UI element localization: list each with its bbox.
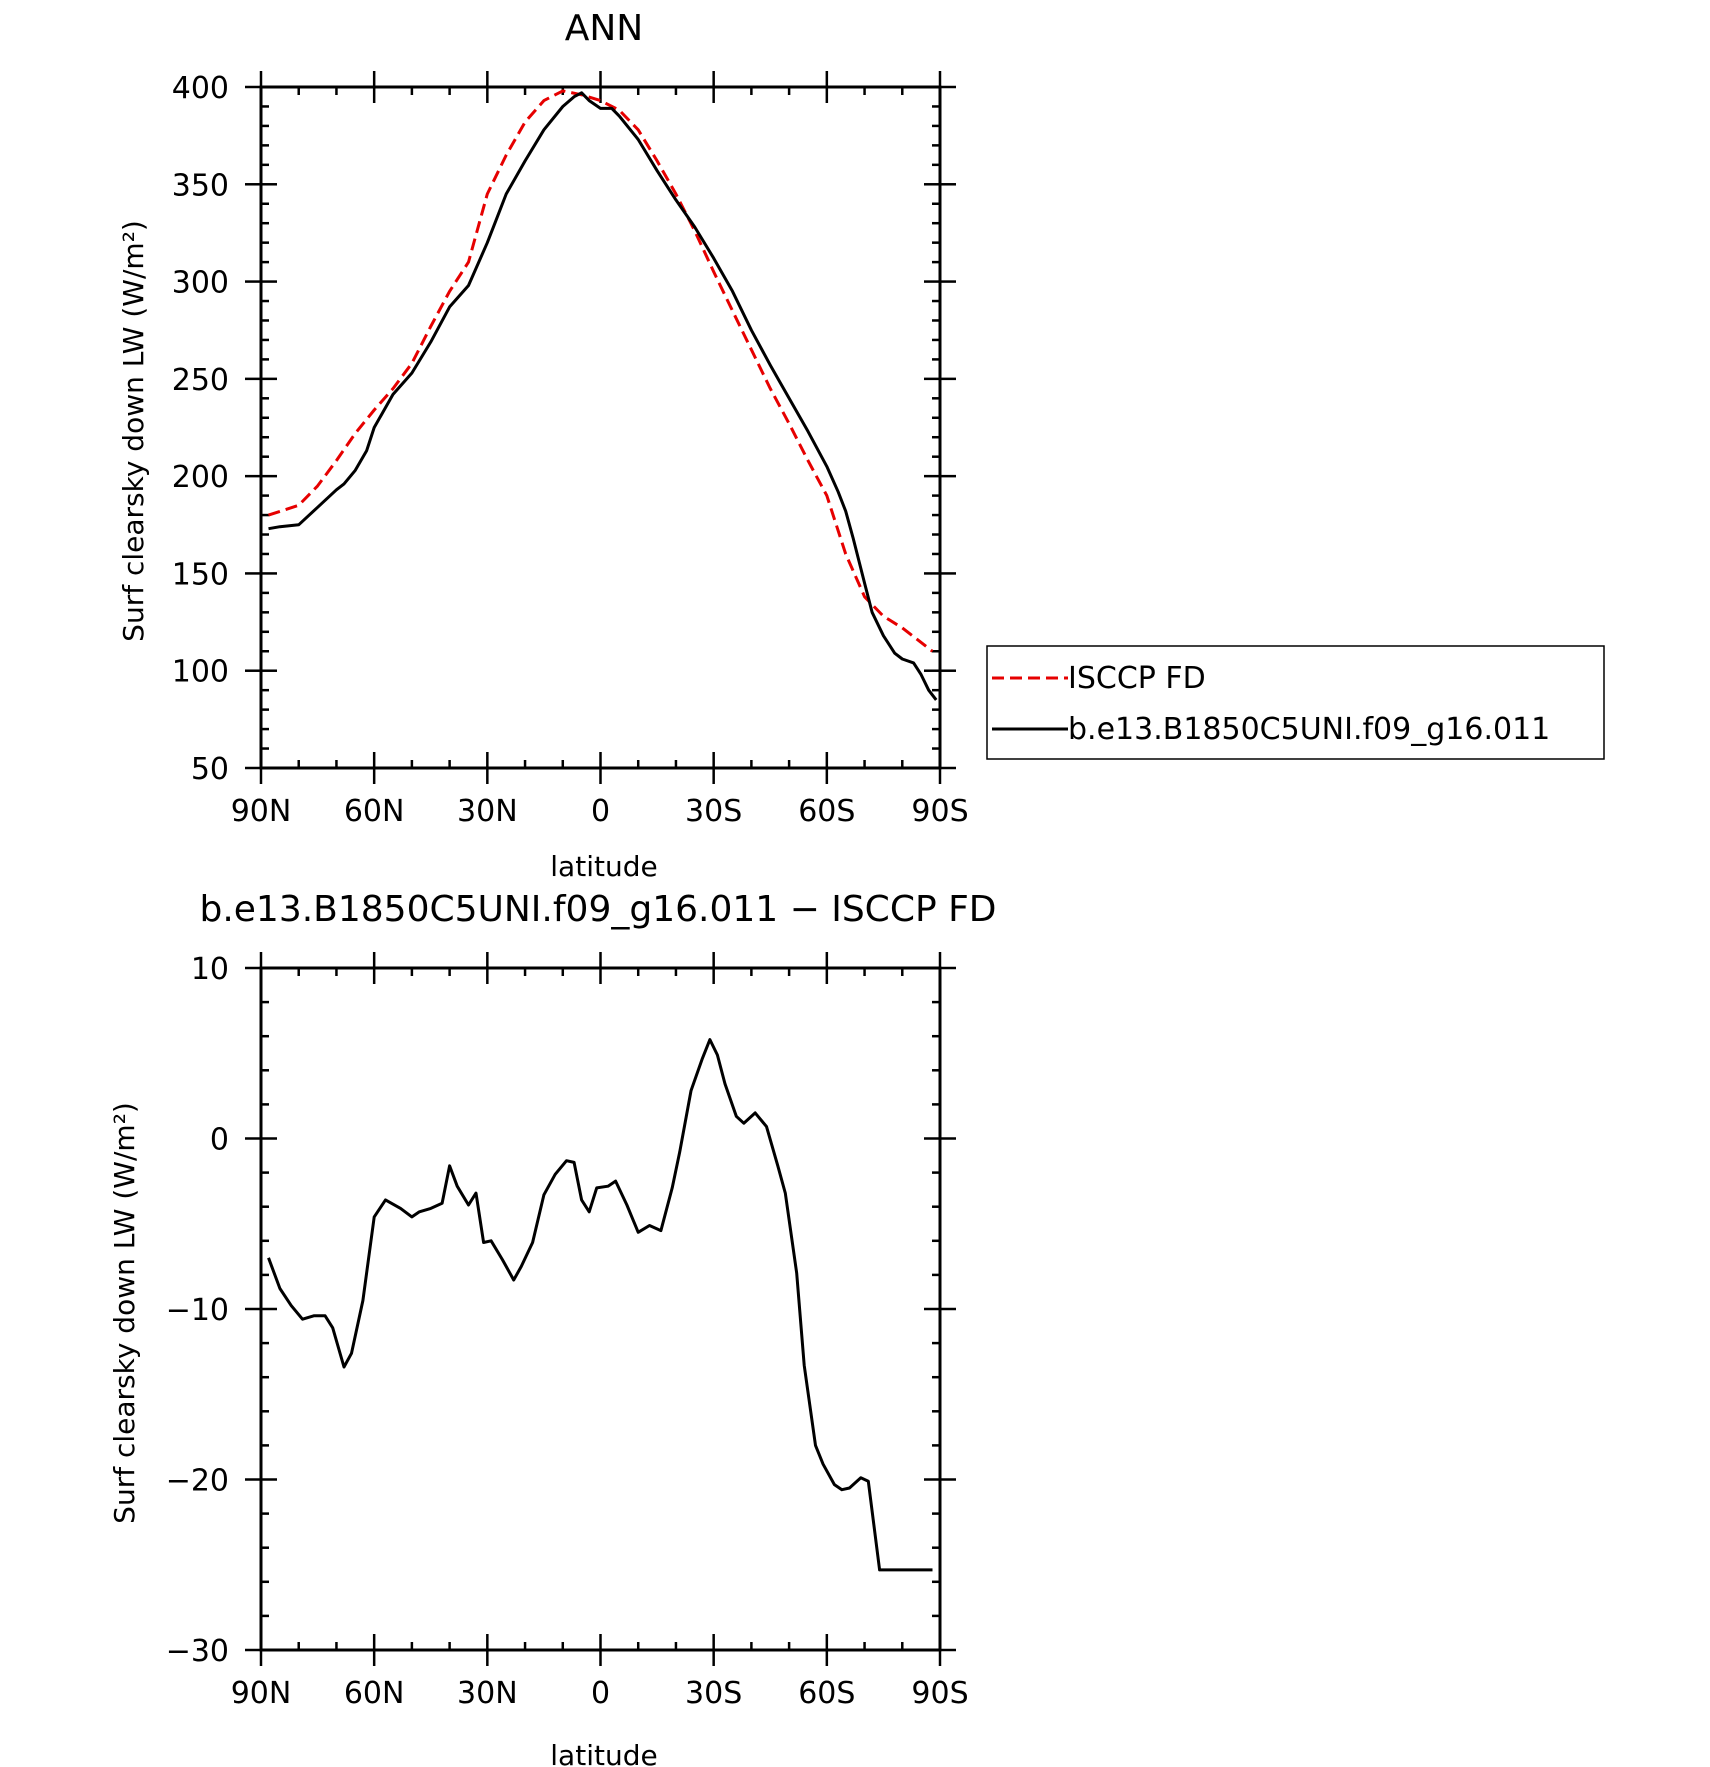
top-series-line-0 <box>268 89 934 653</box>
legend-label-isccp: ISCCP FD <box>1068 661 1206 696</box>
top-y-tick-label: 150 <box>172 557 229 592</box>
top-x-tick-label: 30N <box>457 794 518 829</box>
legend-box <box>986 645 1605 760</box>
top-series-line-1 <box>268 91 938 701</box>
bottom-x-tick-label: 60S <box>798 1676 855 1711</box>
top-x-axis-label: latitude <box>550 850 657 883</box>
bottom-y-tick-label: −30 <box>166 1634 229 1669</box>
top-x-tick-label: 60S <box>798 794 855 829</box>
top-y-axis-label: Surf clearsky down LW (W/m²) <box>117 220 150 642</box>
bottom-y-axis-label: Surf clearsky down LW (W/m²) <box>108 1102 141 1524</box>
bottom-series-line-0 <box>267 1038 933 1572</box>
bottom-x-tick-label: 90N <box>231 1676 292 1711</box>
top-x-tick-label: 90N <box>231 794 292 829</box>
bottom-x-axis-label: latitude <box>550 1739 657 1767</box>
bottom-y-tick-label: 0 <box>210 1123 229 1158</box>
top-x-tick-label: 90S <box>911 794 968 829</box>
top-x-tick-label: 0 <box>591 794 610 829</box>
bottom-x-tick-label: 30N <box>457 1676 518 1711</box>
top-x-tick-label: 60N <box>344 794 405 829</box>
bottom-x-tick-label: 60N <box>344 1676 405 1711</box>
bottom-x-tick-label: 90S <box>911 1676 968 1711</box>
bottom-y-tick-label: 10 <box>191 952 229 987</box>
top-y-tick-label: 400 <box>172 71 229 106</box>
top-chart-title: ANN <box>565 8 644 49</box>
top-y-tick-label: 200 <box>172 460 229 495</box>
bottom-plot-area: 90N 60N 30N 0 30S 60S 90S −30 −20 −10 0 10 <box>166 952 969 1711</box>
bottom-x-tick-label: 30S <box>685 1676 742 1711</box>
top-y-tick-label: 250 <box>172 363 229 398</box>
legend: ISCCP FD b.e13.B1850C5UNI.f09_g16.011 <box>986 645 1605 760</box>
top-y-tick-label: 100 <box>172 655 229 690</box>
top-y-tick-label: 300 <box>172 266 229 301</box>
bottom-y-tick-label: −20 <box>166 1464 229 1499</box>
top-y-tick-label: 50 <box>191 752 229 787</box>
bottom-panel: b.e13.B1850C5UNI.f09_g16.011 − ISCCP FD … <box>108 889 997 1767</box>
top-y-tick-label: 350 <box>172 168 229 203</box>
top-plot-area: 90N 60N 30N 0 30S 60S 90S 50 100 150 200 250 300 350 4… <box>172 71 969 829</box>
top-x-tick-label: 30S <box>685 794 742 829</box>
bottom-chart-title: b.e13.B1850C5UNI.f09_g16.011 − ISCCP FD <box>199 889 996 930</box>
bottom-plot-frame <box>259 966 942 1652</box>
top-plot-frame <box>259 85 942 770</box>
bottom-x-tick-label: 0 <box>591 1676 610 1711</box>
bottom-y-tick-label: −10 <box>166 1293 229 1328</box>
legend-label-model: b.e13.B1850C5UNI.f09_g16.011 <box>1068 712 1550 747</box>
top-panel: ANN 90N 60N 30N 0 30S 60S 90S 50 100 150 200 250 300… <box>117 8 1605 883</box>
